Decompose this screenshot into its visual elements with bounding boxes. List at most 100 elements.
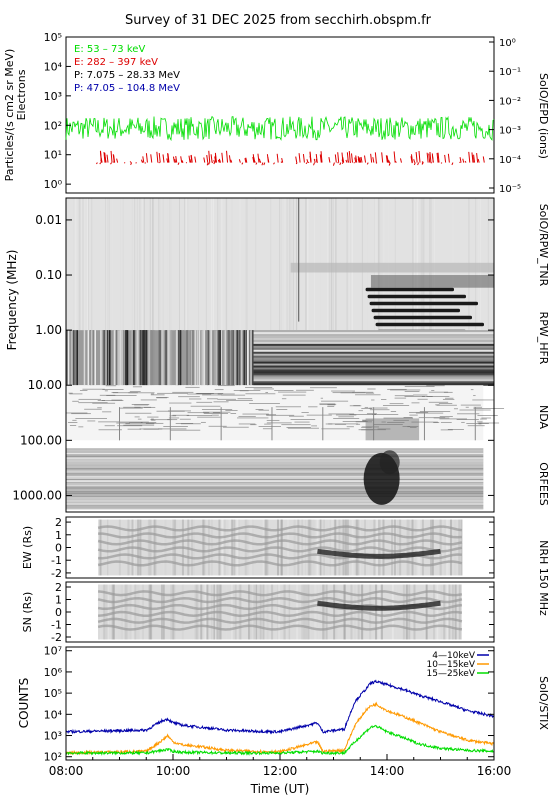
- nda-streak: [325, 423, 333, 425]
- nda-streak: [172, 391, 194, 393]
- nrh-column: [309, 519, 312, 576]
- nrh-band: [97, 590, 463, 597]
- hfr-column: [74, 330, 77, 386]
- nda-streak: [265, 392, 269, 393]
- nda-streak: [237, 417, 269, 419]
- nda-streak: [381, 399, 387, 400]
- nda-streak: [239, 390, 249, 392]
- nda-streak: [119, 407, 143, 409]
- hfr-column: [91, 330, 93, 386]
- hfr-column: [133, 330, 135, 386]
- frequency-right-label: ORFEES: [537, 462, 550, 506]
- nda-streak: [264, 423, 271, 425]
- nrh-column: [454, 519, 457, 576]
- hfr-column: [102, 330, 104, 386]
- hfr-row: [253, 332, 494, 335]
- orfees-row: [66, 485, 484, 487]
- series-e-282-397-mark: [258, 158, 261, 163]
- series-e-282-397-mark: [281, 158, 284, 163]
- frequency-right-label: NDA: [537, 405, 550, 430]
- nda-streak: [333, 418, 360, 419]
- frequency-right-label: RPW_HFR: [537, 312, 550, 365]
- nda-streak: [335, 414, 357, 416]
- hfr-column: [186, 330, 188, 386]
- tnr-column: [112, 198, 114, 331]
- y-tick-label: 1000.00: [12, 488, 62, 502]
- hfr-column: [73, 330, 75, 386]
- nda-streak: [417, 398, 428, 400]
- tnr-column: [210, 198, 212, 331]
- nda-streak: [439, 416, 453, 417]
- series-e-282-397-mark: [313, 158, 316, 163]
- nda-streak: [286, 427, 311, 428]
- hfr-column: [103, 330, 105, 386]
- nrh-column: [345, 519, 348, 576]
- nrh-column: [118, 519, 121, 576]
- series-e-282-397-mark: [295, 156, 298, 163]
- tnr-column: [221, 198, 223, 331]
- hfr-column: [176, 330, 178, 386]
- frequency-panel: 0.01 0.10 1.00 10.00 100.00 1000.00 Frequency …: [5, 197, 550, 513]
- nrh-column: [424, 584, 427, 640]
- nda-streak: [404, 391, 420, 392]
- nda-streak: [466, 423, 489, 424]
- orfees-row: [66, 454, 484, 456]
- hfr-column: [192, 330, 195, 386]
- nda-streak: [125, 423, 155, 425]
- hfr-column: [240, 330, 243, 386]
- nda-streak: [258, 409, 270, 411]
- series-e-282-397-mark: [388, 162, 391, 166]
- nrh-column: [301, 584, 304, 640]
- nrh-column: [425, 584, 428, 640]
- orfees-row: [66, 457, 484, 459]
- series-e-282-397-mark: [332, 162, 335, 166]
- tnr-column: [149, 198, 151, 331]
- nda-streak: [178, 396, 200, 398]
- hfr-row: [253, 373, 494, 376]
- nrh-column: [235, 584, 238, 640]
- nda-streak: [255, 409, 264, 410]
- nrh-column: [351, 519, 354, 576]
- nda-streak: [125, 412, 152, 414]
- hfr-column: [66, 330, 68, 386]
- nrh-column: [446, 519, 449, 576]
- nda-streak: [327, 406, 335, 407]
- orfees-row: [66, 488, 484, 490]
- nrh-column: [237, 519, 240, 576]
- nda-streak: [156, 397, 167, 399]
- series-e-282-397-mark: [116, 158, 119, 163]
- nrh-column: [206, 584, 209, 640]
- tnr-column: [91, 198, 93, 331]
- hfr-row: [253, 345, 494, 349]
- series-e-282-397-mark: [145, 153, 148, 163]
- nda-streak: [394, 397, 407, 399]
- nda-streak: [139, 428, 163, 430]
- nda-streak: [157, 392, 188, 394]
- nrh-column: [203, 519, 206, 576]
- nda-streak: [179, 418, 191, 420]
- nda-streak: [222, 426, 249, 428]
- orfees-row: [66, 480, 484, 482]
- y-tick-label: 10⁴: [44, 708, 63, 721]
- nda-streak: [69, 393, 83, 395]
- hfr-column: [105, 330, 107, 386]
- hfr-row: [253, 377, 494, 380]
- nda-streak: [306, 414, 332, 416]
- hfr-column: [250, 330, 252, 386]
- frequency-frame: [65, 197, 495, 513]
- nda-streak: [167, 419, 178, 421]
- nda-streak: [217, 385, 235, 387]
- nda-streak: [470, 389, 474, 391]
- hfr-column: [206, 330, 209, 386]
- series-e-282-397-mark: [177, 162, 180, 165]
- nrh-column: [294, 584, 297, 640]
- series-e-282-397-mark: [334, 154, 337, 163]
- orfees-row: [66, 475, 484, 478]
- nda-streak: [320, 397, 324, 399]
- nda-streak: [361, 408, 372, 410]
- orfees-row: [66, 471, 484, 473]
- nrh-column: [286, 519, 289, 576]
- series-e-282-397-mark: [386, 155, 389, 163]
